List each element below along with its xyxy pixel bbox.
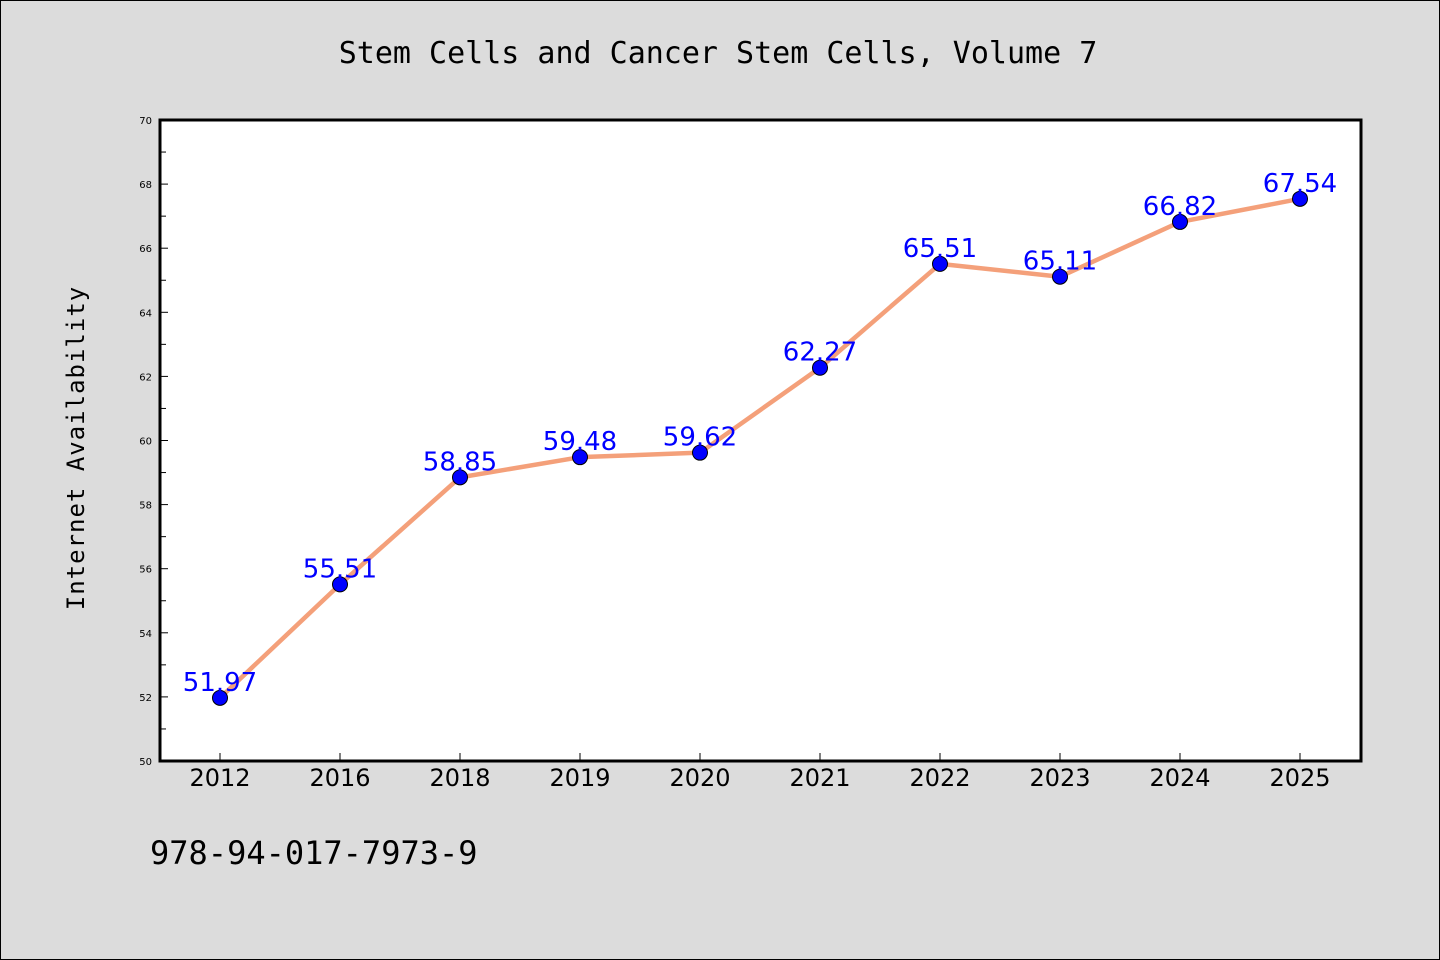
x-tick-label: 2023: [1029, 764, 1090, 792]
data-label: 58.85: [423, 447, 497, 477]
chart-title: Stem Cells and Cancer Stem Cells, Volume…: [339, 36, 1098, 71]
data-point: [1292, 190, 1308, 207]
data-label: 55.51: [303, 554, 377, 584]
data-label: 62.27: [783, 338, 857, 368]
data-label: 65.51: [903, 234, 977, 264]
data-label: 51.97: [183, 668, 257, 698]
y-axis-ticks: 50 52 54 56 58 60 62 64 66 68 70: [139, 116, 168, 768]
data-label: 65.11: [1023, 247, 1097, 277]
marker-group: [212, 190, 1308, 706]
y-tick-label: 64: [139, 308, 152, 319]
x-axis-ticks: 2012 2016 2018 2019 2020 2021 2022 2023 2024 2025: [189, 753, 1331, 792]
data-point: [572, 449, 588, 466]
x-tick-label: 2018: [429, 764, 490, 792]
data-point: [452, 469, 468, 486]
y-tick-label: 52: [139, 693, 152, 704]
data-label: 59.62: [663, 423, 737, 453]
y-tick-label: 54: [139, 629, 152, 640]
data-point: [332, 576, 348, 593]
x-tick-label: 2020: [669, 764, 730, 792]
x-tick-label: 2012: [189, 764, 250, 792]
y-axis-label: Internet Availability: [62, 286, 90, 610]
y-tick-label: 70: [139, 116, 152, 127]
isbn-label: 978-94-017-7973-9: [150, 834, 478, 872]
plot-area: [158, 118, 1363, 763]
y-tick-label: 50: [139, 757, 152, 768]
data-point: [692, 444, 708, 461]
data-point: [212, 689, 228, 706]
y-tick-label: 56: [139, 565, 152, 576]
data-point: [812, 359, 828, 376]
y-tick-label: 68: [139, 180, 152, 191]
data-label: 59.48: [543, 427, 617, 457]
x-tick-label: 2019: [549, 764, 610, 792]
data-label-group: 51.97 55.51 58.85 59.48 59.62 62.27 65.51 65.11…: [183, 169, 1337, 698]
y-tick-label: 66: [139, 244, 152, 255]
x-tick-label: 2021: [789, 764, 850, 792]
y-tick-label: 62: [139, 372, 152, 383]
x-tick-label: 2016: [309, 764, 370, 792]
data-point: [1172, 213, 1188, 230]
y-tick-label: 58: [139, 501, 152, 512]
data-label: 67.54: [1263, 169, 1337, 199]
data-point: [932, 255, 948, 272]
x-tick-label: 2024: [1149, 764, 1210, 792]
series-line-group: [217, 196, 1303, 701]
data-point: [1052, 268, 1068, 285]
y-tick-label: 60: [139, 437, 152, 448]
data-label: 66.82: [1143, 192, 1217, 222]
x-tick-label: 2025: [1269, 764, 1330, 792]
x-tick-label: 2022: [909, 764, 970, 792]
series-line: [217, 196, 1303, 701]
